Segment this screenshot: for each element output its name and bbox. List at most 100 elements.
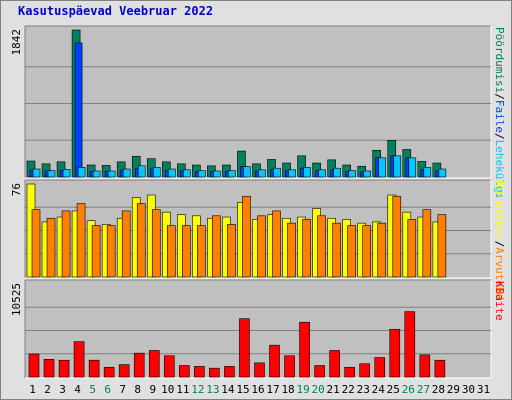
bar-lehekülgi-day-1	[32, 168, 41, 178]
bar-kbaite-day-18	[284, 355, 295, 378]
bar-arvuteid-day-27	[422, 209, 432, 278]
legend-entry: /	[493, 241, 506, 248]
bar-kbaite-day-23	[359, 363, 371, 378]
bar-kbaite-day-27	[419, 354, 431, 378]
series-legend: Külastusi/Arvuteid	[493, 181, 506, 300]
bar-lehekülgi-day-2	[47, 170, 56, 178]
bar-arvuteid-day-12	[197, 225, 206, 278]
x-tick-label: 10	[161, 383, 174, 396]
panel-middle: 76 Külastusi/Arvuteid	[10, 179, 506, 300]
bar-arvuteid-day-11	[182, 225, 191, 278]
x-tick-label: 3	[59, 383, 66, 396]
bar-kbaite-day-20	[314, 365, 325, 378]
legend-entry: Faile	[493, 100, 506, 133]
bar-arvuteid-day-24	[377, 222, 387, 278]
bar-arvuteid-day-19	[302, 219, 311, 278]
bar-arvuteid-day-6	[106, 225, 116, 278]
bar-kbaite-day-2	[43, 359, 55, 378]
bar-lehekülgi-day-23	[363, 170, 372, 178]
bar-arvuteid-day-7	[121, 210, 131, 278]
bar-kbaite-day-9	[148, 350, 160, 378]
legend-entry: Lehekülgi	[493, 140, 506, 200]
bar-lehekülgi-day-10	[167, 168, 176, 178]
bar-lehekülgi-day-13	[213, 170, 221, 178]
bar-lehekülgi-day-16	[258, 169, 266, 178]
bar-kbaite-day-21	[329, 350, 340, 378]
bar-lehekülgi-day-6	[107, 170, 116, 178]
x-tick-label: 22	[342, 383, 355, 396]
bar-lehekülgi-day-15	[243, 166, 251, 178]
bar-arvuteid-day-5	[91, 225, 101, 278]
bar-kbaite-day-15	[239, 318, 250, 378]
x-tick-label: 21	[327, 383, 340, 396]
bar-arvuteid-day-3	[61, 210, 71, 278]
bar-kbaite-day-25	[389, 328, 401, 378]
x-tick-label: 20	[312, 383, 325, 396]
bar-lehekülgi-day-26	[408, 157, 417, 178]
x-axis-day-labels: 1 2 3 4 5 6 7 8 9 10 11 12 13 14 15 16 17 18 19 20 21 22 23 24 2…	[29, 383, 490, 396]
bar-lehekülgi-day-12	[198, 170, 206, 178]
bar-lehekülgi-day-27	[423, 167, 432, 178]
bar-arvuteid-day-9	[151, 209, 161, 278]
y-max-label: 10525	[10, 283, 23, 316]
bar-arvuteid-day-28	[437, 214, 447, 278]
x-tick-label: 4	[74, 383, 81, 396]
bar-kbaite-day-10	[163, 355, 175, 378]
bar-kbaite-day-22	[344, 366, 355, 378]
bar-kbaite-day-11	[179, 365, 190, 378]
x-tick-label: 12	[191, 383, 204, 396]
bar-kbaite-day-14	[224, 366, 235, 378]
bar-arvuteid-day-23	[362, 225, 372, 278]
bar-kbaite-day-26	[404, 311, 416, 378]
legend-entry: /	[493, 133, 506, 140]
bar-arvuteid-day-8	[136, 203, 146, 278]
bar-arvuteid-day-4	[76, 203, 86, 278]
bar-lehekülgi-day-25	[393, 155, 402, 178]
x-tick-label: 27	[417, 383, 430, 396]
legend-entry: KBaite	[493, 281, 506, 321]
bar-arvuteid-day-13	[212, 215, 221, 278]
x-tick-label: 25	[387, 383, 400, 396]
bar-arvuteid-day-15	[242, 195, 251, 278]
bar-lehekülgi-day-3	[62, 169, 71, 178]
x-tick-label: 8	[134, 383, 141, 396]
x-tick-label: 15	[236, 383, 249, 396]
x-tick-label: 29	[447, 383, 460, 396]
x-tick-label: 13	[206, 383, 219, 396]
x-tick-label: 14	[221, 383, 235, 396]
series-legend: Pöördumisi/Faile/Lehekülgi	[493, 27, 506, 199]
bar-lehekülgi-day-11	[183, 169, 191, 178]
bar-arvuteid-day-10	[166, 225, 176, 278]
bar-arvuteid-day-17	[272, 210, 281, 278]
x-tick-label: 2	[44, 383, 51, 396]
bar-kbaite-day-12	[194, 366, 205, 378]
y-max-label: 76	[10, 183, 23, 196]
bar-arvuteid-day-1	[31, 209, 41, 278]
chart-title: Kasutuspäevad Veebruar 2022	[18, 4, 213, 18]
bar-lehekülgi-day-8	[137, 165, 146, 178]
bar-kbaite-day-13	[209, 367, 220, 378]
bar-arvuteid-day-14	[227, 224, 236, 278]
x-tick-label: 7	[119, 383, 126, 396]
bar-arvuteid-day-16	[257, 215, 266, 278]
panel-background	[25, 26, 491, 178]
series-legend: KBaite	[493, 281, 506, 321]
bar-kbaite-day-19	[299, 321, 310, 378]
x-tick-label: 5	[89, 383, 96, 396]
bar-arvuteid-day-26	[407, 219, 417, 278]
x-tick-label: 31	[477, 383, 490, 396]
bar-lehekülgi-day-20	[318, 169, 326, 178]
bar-lehekülgi-day-17	[273, 167, 281, 178]
bar-lehekülgi-day-5	[92, 170, 101, 178]
legend-entry: Külastusi	[493, 181, 506, 241]
bar-kbaite-day-7	[118, 364, 130, 378]
x-tick-label: 6	[104, 383, 111, 396]
bar-kbaite-day-3	[58, 359, 70, 378]
x-tick-label: 17	[266, 383, 279, 396]
x-tick-label: 19	[296, 383, 309, 396]
bar-kbaite-day-1	[28, 353, 40, 378]
bar-kbaite-day-16	[254, 362, 265, 378]
x-tick-label: 16	[251, 383, 264, 396]
